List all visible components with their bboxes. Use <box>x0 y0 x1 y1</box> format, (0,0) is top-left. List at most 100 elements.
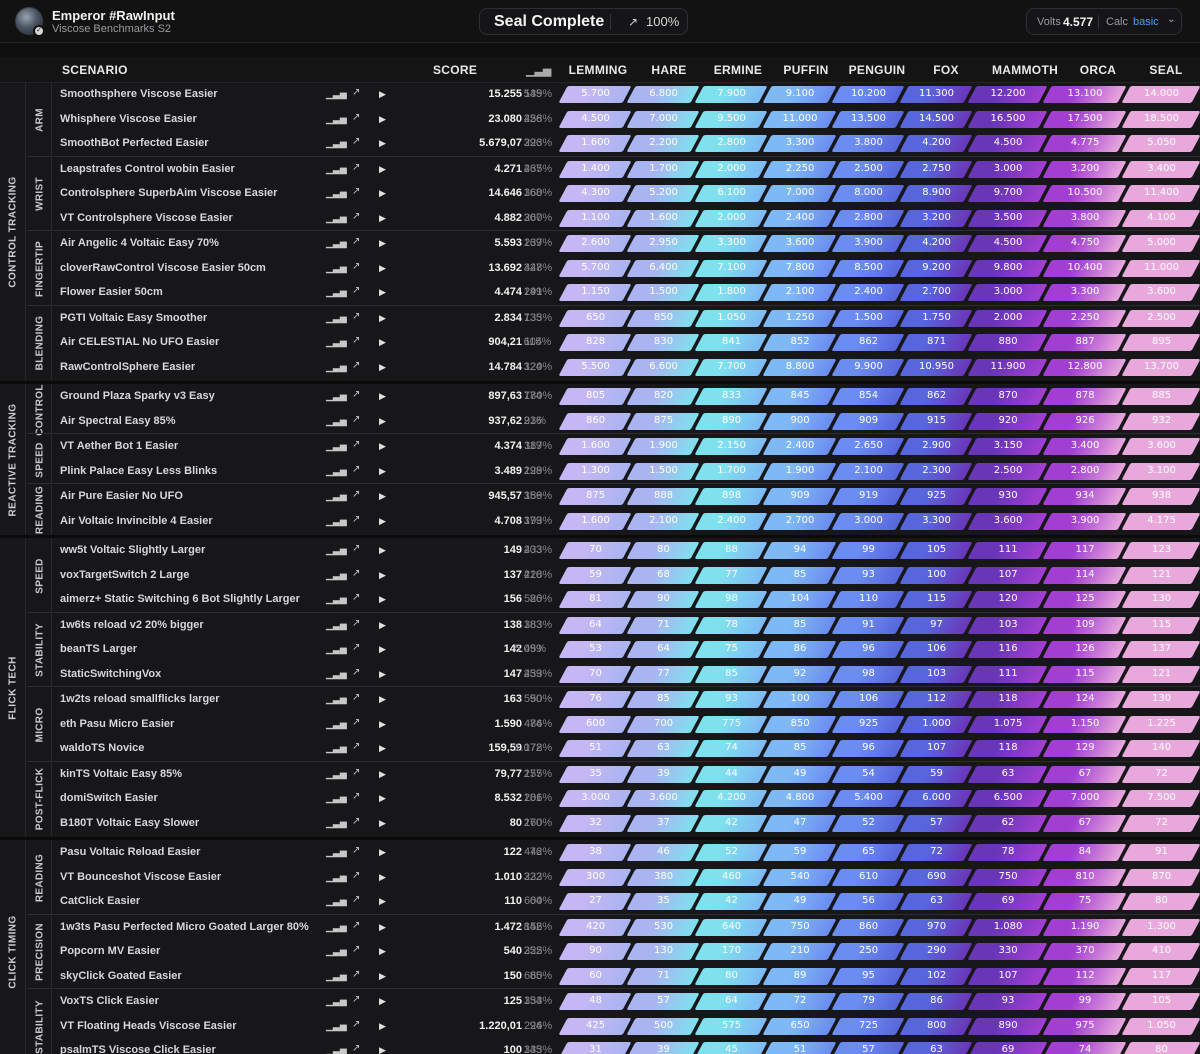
play-icon[interactable]: ▶ <box>379 113 386 124</box>
play-icon[interactable]: ▶ <box>379 188 386 198</box>
table-row[interactable]: domiSwitch Easier ▁▃▅ ↗ ▶ 8.532 206% 181 3.000 3… <box>52 787 1200 811</box>
trend-chart-icon[interactable]: ↗ <box>352 389 361 400</box>
leaderboard-icon[interactable]: ▁▃▅ <box>326 287 347 297</box>
leaderboard-icon[interactable]: ▁▃▅ <box>326 896 347 906</box>
leaderboard-icon[interactable]: ▁▃▅ <box>326 1045 347 1054</box>
leaderboard-icon[interactable]: ▁▃▅ <box>326 847 347 857</box>
leaderboard-icon[interactable]: ▁▃▅ <box>326 718 347 729</box>
play-icon[interactable]: ▶ <box>379 896 386 906</box>
table-row[interactable]: ww5t Voltaic Slightly Larger ▁▃▅ ↗ ▶ 149 433%… <box>52 539 1200 563</box>
trend-chart-icon[interactable]: ↗ <box>352 666 361 678</box>
scenario-name[interactable]: kinTS Voltaic Easy 85% <box>60 767 183 780</box>
play-icon[interactable]: ▶ <box>379 946 386 956</box>
play-icon[interactable]: ▶ <box>379 694 386 704</box>
play-icon[interactable]: ▶ <box>379 312 386 323</box>
table-row[interactable]: Smoothsphere Viscose Easier ▁▃▅ ↗ ▶ 15.255 13… <box>52 83 1200 107</box>
leaderboard-icon[interactable]: ▁▃▅ <box>326 817 347 828</box>
trend-chart-icon[interactable]: ↗ <box>352 543 361 554</box>
leaderboard-icon[interactable]: ▁▃▅ <box>326 361 347 372</box>
table-row[interactable]: Controlsphere SuperbAim Viscose Easier ▁▃… <box>52 182 1200 206</box>
scenario-name[interactable]: Plink Palace Easy Less Blinks <box>60 464 218 477</box>
play-icon[interactable]: ▶ <box>379 238 386 248</box>
play-icon[interactable]: ▶ <box>379 996 386 1006</box>
scenario-name[interactable]: RawControlSphere Easier <box>60 360 196 373</box>
trend-chart-icon[interactable]: ↗ <box>352 310 361 322</box>
trend-chart-icon[interactable]: ↗ <box>352 489 361 500</box>
scenario-name[interactable]: voxTargetSwitch 2 Large <box>60 568 190 581</box>
scenario-name[interactable]: Air CELESTIAL No UFO Easier <box>60 336 220 348</box>
trend-chart-icon[interactable]: ↗ <box>352 513 361 525</box>
scenario-name[interactable]: 1w6ts reload v2 20% bigger <box>60 618 204 631</box>
scenario-name[interactable]: Controlsphere SuperbAim Viscose Easier <box>60 187 278 199</box>
trend-chart-icon[interactable]: ↗ <box>352 845 361 856</box>
scenario-name[interactable]: ww5t Voltaic Slightly Larger <box>60 544 206 556</box>
leaderboard-icon[interactable]: ▁▃▅ <box>326 970 347 981</box>
leaderboard-icon[interactable]: ▁▃▅ <box>326 644 347 654</box>
play-icon[interactable]: ▶ <box>379 668 386 679</box>
trend-chart-icon[interactable]: ↗ <box>352 236 361 247</box>
table-row[interactable]: Air Voltaic Invincible 4 Easier ▁▃▅ ↗ ▶ 4.70… <box>52 510 1200 534</box>
play-icon[interactable]: ▶ <box>379 569 386 580</box>
scenario-name[interactable]: eth Pasu Micro Easier <box>60 717 175 730</box>
trend-chart-icon[interactable]: ↗ <box>352 716 361 728</box>
play-icon[interactable]: ▶ <box>379 594 386 604</box>
scenario-name[interactable]: B180T Voltaic Easy Slower <box>60 816 200 829</box>
column-rank-hare[interactable]: HARE <box>651 63 687 77</box>
leaderboard-icon[interactable]: ▁▃▅ <box>326 337 347 347</box>
table-row[interactable]: VoxTS Click Easier ▁▃▅ ↗ ▶ 125 333% 154 48 57 64 7… <box>52 990 1200 1014</box>
play-icon[interactable]: ▶ <box>379 441 386 451</box>
play-icon[interactable]: ▶ <box>379 89 386 99</box>
play-icon[interactable]: ▶ <box>379 793 386 803</box>
leaderboard-icon[interactable]: ▁▃▅ <box>326 465 347 476</box>
leaderboard-icon[interactable]: ▁▃▅ <box>326 768 347 779</box>
play-icon[interactable]: ▶ <box>379 337 386 347</box>
leaderboard-icon[interactable]: ▁▃▅ <box>326 569 347 580</box>
table-row[interactable]: Leapstrafes Control wobin Easier ▁▃▅ ↗ ▶ 4.2… <box>52 158 1200 182</box>
table-row[interactable]: waldoTS Novice ▁▃▅ ↗ ▶ 159,59 178% 1.072 51 63 74… <box>52 737 1200 761</box>
table-row[interactable]: SmoothBot Perfected Easier ▁▃▅ ↗ ▶ 5.679,07 2… <box>52 132 1200 156</box>
scenario-name[interactable]: Flower Easier 50cm <box>60 286 163 298</box>
table-row[interactable]: CatClick Easier ▁▃▅ ↗ ▶ 110 600% 64 27 35 42 49 56 6… <box>52 890 1200 914</box>
leaderboard-icon[interactable]: ▁▃▅ <box>326 545 347 555</box>
trend-chart-icon[interactable]: ↗ <box>352 791 361 802</box>
leaderboard-icon[interactable]: ▁▃▅ <box>326 238 347 248</box>
scenario-name[interactable]: Air Spectral Easy 85% <box>60 414 176 427</box>
leaderboard-icon[interactable]: ▁▃▅ <box>326 491 347 501</box>
scenario-name[interactable]: 1w2ts reload smallflicks larger <box>60 693 220 705</box>
leaderboard-icon[interactable]: ▁▃▅ <box>326 668 347 679</box>
leaderboard-icon[interactable]: ▁▃▅ <box>326 946 347 956</box>
scenario-name[interactable]: StaticSwitchingVox <box>60 667 162 680</box>
leaderboard-icon[interactable]: ▁▃▅ <box>326 921 347 932</box>
play-icon[interactable]: ▶ <box>379 743 386 753</box>
trend-chart-icon[interactable]: ↗ <box>352 210 361 222</box>
avatar[interactable] <box>15 7 43 35</box>
leaderboard-icon[interactable]: ▁▃▅ <box>326 793 347 803</box>
scenario-name[interactable]: VT Floating Heads Viscose Easier <box>60 1019 237 1032</box>
trend-chart-icon[interactable]: ↗ <box>352 136 361 147</box>
scenario-name[interactable]: VT Controlsphere Viscose Easier <box>60 211 233 224</box>
trend-chart-icon[interactable]: ↗ <box>352 463 361 475</box>
trend-chart-icon[interactable]: ↗ <box>352 919 361 931</box>
play-icon[interactable]: ▶ <box>379 1020 386 1031</box>
play-icon[interactable]: ▶ <box>379 768 386 779</box>
table-row[interactable]: VT Bounceshot Viscose Easier ▁▃▅ ↗ ▶ 1.010 23… <box>52 866 1200 890</box>
play-icon[interactable]: ▶ <box>379 212 386 223</box>
scenario-name[interactable]: psalmTS Viscose Click Easier <box>60 1044 216 1054</box>
scenario-name[interactable]: Ground Plaza Sparky v3 Easy <box>60 390 215 402</box>
leaderboard-icon[interactable]: ▁▃▅ <box>326 391 347 401</box>
trend-chart-icon[interactable]: ↗ <box>352 335 361 346</box>
leaderboard-icon[interactable]: ▁▃▅ <box>526 65 552 77</box>
trend-chart-icon[interactable]: ↗ <box>352 260 361 272</box>
play-icon[interactable]: ▶ <box>379 415 386 426</box>
table-row[interactable]: Plink Palace Easy Less Blinks ▁▃▅ ↗ ▶ 3.489 1… <box>52 460 1200 484</box>
table-row[interactable]: 1w6ts reload v2 20% bigger ▁▃▅ ↗ ▶ 138 383% 18… <box>52 614 1200 638</box>
leaderboard-icon[interactable]: ▁▃▅ <box>326 694 347 704</box>
leaderboard-icon[interactable]: ▁▃▅ <box>326 89 347 99</box>
leaderboard-icon[interactable]: ▁▃▅ <box>326 113 347 124</box>
trend-chart-icon[interactable]: ↗ <box>352 994 361 1005</box>
leaderboard-icon[interactable]: ▁▃▅ <box>326 515 347 526</box>
play-icon[interactable]: ▶ <box>379 491 386 501</box>
trend-chart-icon[interactable]: ↗ <box>352 111 361 123</box>
column-scenario[interactable]: SCENARIO <box>62 63 128 77</box>
column-score[interactable]: SCORE <box>433 63 478 77</box>
